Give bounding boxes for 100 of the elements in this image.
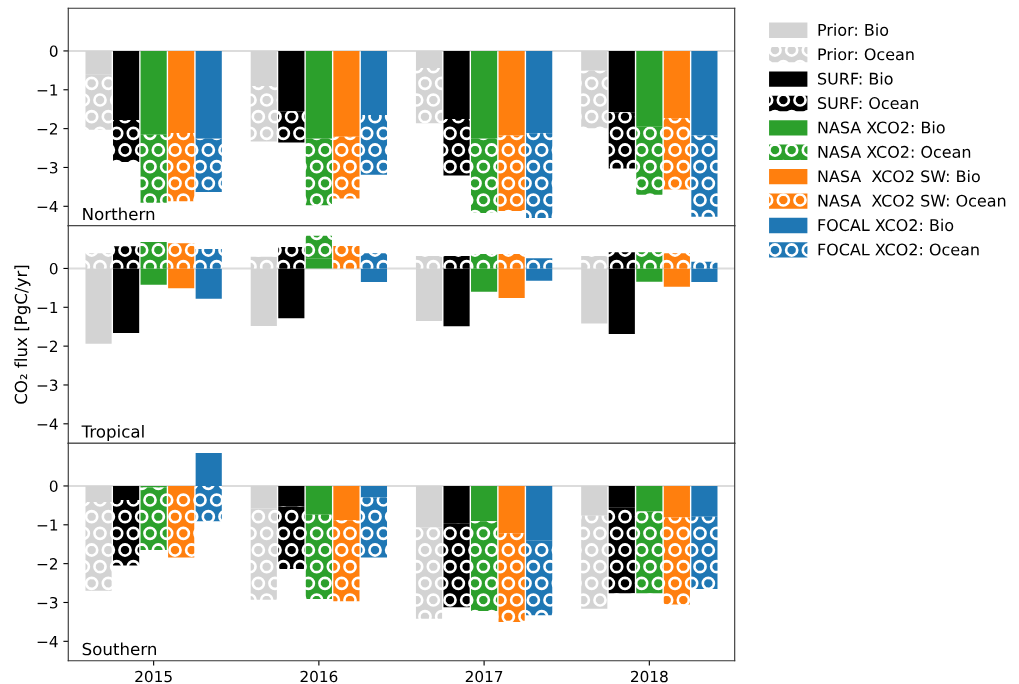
y-axis-title: CO₂ flux [PgC/yr] [14,265,31,404]
text: Southern [82,642,156,656]
y-tick-label: −1 [37,519,58,531]
bar [333,520,360,602]
y-tick-label: −3 [37,161,58,174]
bar [471,268,498,292]
bar [278,485,305,507]
bar [140,268,167,285]
bar [526,268,553,281]
bar [636,511,663,594]
bar [195,268,222,299]
y-tick-label: −1 [37,84,58,96]
bar [113,246,140,269]
bar [195,485,222,522]
x-tick-label: 2016 [300,670,338,683]
y-tick-label: 0 [49,262,58,275]
bar [113,268,140,333]
y-tick-label: −4 [37,200,58,213]
bar [195,50,222,139]
bar [663,268,690,287]
legend-label: FOCAL XCO2: Bio [818,218,954,232]
bar [526,133,553,218]
bar [581,70,608,129]
bar [85,74,112,130]
bar [663,118,690,190]
bar [113,120,140,163]
bar [608,507,635,594]
bar [691,485,718,517]
legend-label: SURF: Bio [818,72,893,85]
bar [691,268,718,283]
bar [278,506,305,570]
bar [360,485,388,498]
y-tick-label: −4 [37,418,58,430]
text: Northern [83,207,155,221]
bar [608,268,635,335]
bar [663,253,690,269]
bar [168,491,195,558]
text: Tropical [81,424,144,442]
bar [113,499,140,566]
bar [140,134,167,203]
bar [333,50,360,137]
bar [498,50,525,136]
x-tick-label: 2018 [631,670,668,683]
bar [195,249,222,269]
y-tick-label: −2 [37,558,58,570]
legend-label: Prior: Bio [818,23,889,36]
bar [333,485,360,521]
bar [608,112,635,169]
bar [278,247,305,269]
bar [526,50,553,134]
bar [608,50,635,113]
bar [415,68,443,124]
bar [663,517,690,605]
bar [305,138,332,206]
bar [113,485,140,500]
x-tick-label: 2015 [135,670,172,683]
bar [360,268,388,283]
bar [608,485,635,508]
bar [498,254,525,269]
bar [168,268,195,289]
x-tick-label: 2017 [465,670,503,683]
bar [333,136,360,199]
bar [498,485,525,534]
bar [443,256,470,269]
bar [636,252,663,269]
bar [443,50,470,119]
bar [443,118,470,176]
bar [691,135,718,217]
bar [250,85,277,142]
bar [140,487,167,551]
bar [360,497,388,558]
legend-label: NASA XCO2: Ocean [818,145,971,158]
legend-label: Prior: Ocean [818,47,914,61]
bar [471,50,498,139]
bar [168,50,195,133]
bar [85,501,112,591]
bar [443,268,470,327]
bar [250,508,277,600]
y-tick-label: −1 [37,301,58,314]
bar [140,242,167,269]
y-tick-label: −4 [37,635,58,648]
bar [278,268,305,319]
y-tick-label: 0 [49,480,58,492]
y-tick-label: 0 [49,45,58,57]
bar [526,485,553,541]
bar [168,132,195,202]
legend-label: NASA XCO2: Bio [818,121,945,134]
bar [415,256,443,269]
y-tick-label: −3 [37,379,58,391]
y-tick-label: −2 [37,123,58,135]
bar [663,485,690,518]
bar [636,268,663,282]
bar [581,515,608,609]
bar [691,516,718,589]
bar [471,521,498,612]
legend-label: NASA XCO2 SW: Ocean [818,194,1006,207]
bar [526,258,553,269]
bar [360,50,388,116]
bar [305,485,332,515]
bar [471,254,498,269]
